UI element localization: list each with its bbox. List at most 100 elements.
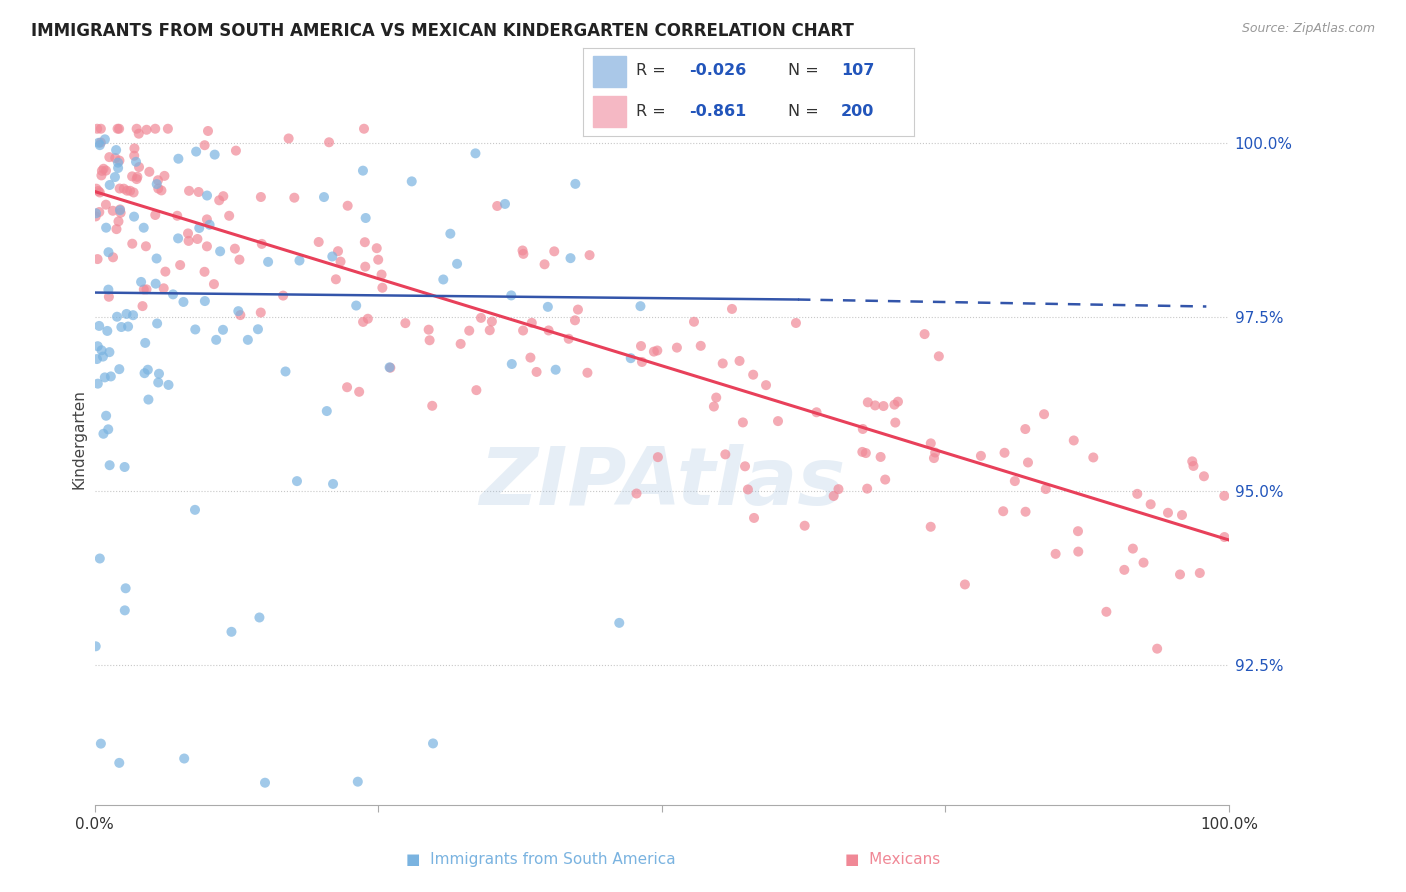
Point <box>631 355 654 369</box>
Point <box>922 451 945 466</box>
Point <box>94 163 117 178</box>
Point <box>512 247 534 261</box>
Point <box>91 350 114 364</box>
Point <box>100 369 122 384</box>
Point <box>145 177 167 191</box>
Point <box>543 244 565 259</box>
Point <box>630 299 652 313</box>
Point <box>246 322 269 336</box>
Text: R =: R = <box>637 104 671 120</box>
Point <box>1063 434 1085 448</box>
FancyBboxPatch shape <box>593 56 627 87</box>
Point <box>315 404 337 418</box>
Point <box>352 315 374 329</box>
Point <box>721 301 744 316</box>
Point <box>94 197 117 211</box>
Point <box>512 244 534 258</box>
Point <box>626 486 648 500</box>
Point <box>731 416 754 430</box>
Point <box>108 362 131 376</box>
Point <box>785 316 807 330</box>
Point <box>134 366 156 380</box>
Point <box>367 252 389 267</box>
Point <box>567 302 589 317</box>
Point <box>1171 508 1194 522</box>
Point <box>420 399 443 413</box>
Point <box>576 366 599 380</box>
Point <box>689 339 711 353</box>
Point <box>537 323 560 337</box>
Point <box>274 364 297 378</box>
Point <box>101 203 124 218</box>
Point <box>630 339 652 353</box>
Point <box>90 169 112 183</box>
Point <box>209 244 232 259</box>
Point <box>308 235 330 249</box>
Point <box>122 308 145 322</box>
Text: ■  Mexicans: ■ Mexicans <box>845 852 941 867</box>
Point <box>1045 547 1067 561</box>
Point <box>953 577 976 591</box>
Point <box>117 319 139 334</box>
Point <box>125 172 148 186</box>
Point <box>155 265 177 279</box>
Point <box>872 399 894 413</box>
Point <box>125 121 148 136</box>
Point <box>737 483 759 497</box>
Point <box>98 178 121 192</box>
Point <box>354 211 377 225</box>
Point <box>544 362 567 376</box>
Point <box>90 121 112 136</box>
Point <box>1095 605 1118 619</box>
Point <box>1083 450 1105 465</box>
Point <box>312 190 335 204</box>
Point <box>115 184 138 198</box>
Point <box>645 343 668 358</box>
Point <box>380 360 402 375</box>
Point <box>1213 530 1236 544</box>
Point <box>884 416 907 430</box>
Point <box>132 220 155 235</box>
Point <box>336 380 359 394</box>
Point <box>212 323 235 337</box>
Point <box>647 450 669 464</box>
Point <box>578 248 600 262</box>
Point <box>711 356 734 370</box>
Point <box>86 352 108 367</box>
Point <box>607 615 630 630</box>
Point <box>94 370 117 384</box>
Point <box>481 314 503 328</box>
Point <box>501 288 523 302</box>
Point <box>208 194 231 208</box>
Point <box>703 400 725 414</box>
Point <box>114 582 136 596</box>
Point <box>1067 544 1090 558</box>
Point <box>94 220 117 235</box>
Point <box>195 188 218 202</box>
Point <box>131 299 153 313</box>
Point <box>742 368 765 382</box>
Point <box>1192 469 1215 483</box>
Point <box>94 409 117 423</box>
Point <box>560 251 582 265</box>
Point <box>145 252 167 266</box>
Point <box>928 349 950 363</box>
Point <box>87 184 110 198</box>
Point <box>148 181 170 195</box>
Point <box>371 281 394 295</box>
Point <box>121 169 143 184</box>
Point <box>138 165 160 179</box>
Point <box>1122 541 1144 556</box>
Point <box>205 333 228 347</box>
Point <box>104 151 127 165</box>
Point <box>353 235 375 250</box>
Point <box>177 234 200 248</box>
Point <box>1126 487 1149 501</box>
Point <box>526 365 548 379</box>
Point <box>704 391 727 405</box>
Point <box>924 445 946 459</box>
Point <box>533 257 555 271</box>
Point <box>620 351 643 366</box>
Point <box>852 422 875 436</box>
Point <box>136 363 159 377</box>
